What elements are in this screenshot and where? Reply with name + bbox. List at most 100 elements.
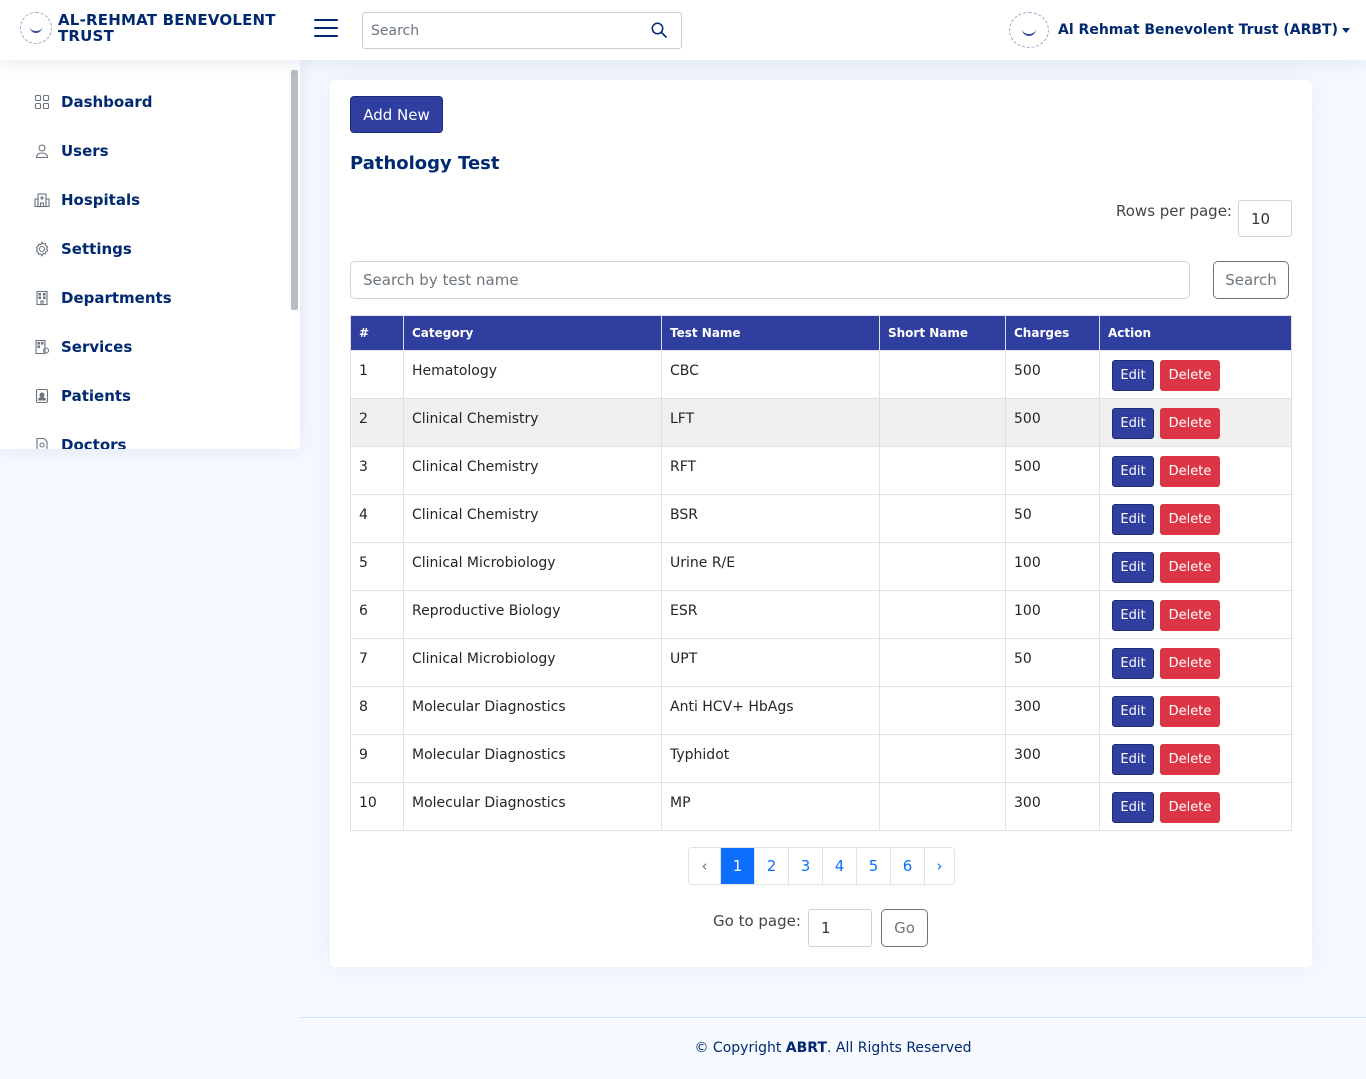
pagination-prev[interactable]: ‹: [689, 848, 720, 884]
edit-button[interactable]: Edit: [1112, 552, 1154, 583]
sidebar-item-hospitals[interactable]: Hospitals: [34, 191, 140, 209]
table-row: 10 Molecular Diagnostics MP 300 Edit Delete: [350, 782, 1292, 831]
pagination-page-6[interactable]: 6: [890, 848, 924, 884]
sidebar-item-doctors[interactable]: Doctors: [34, 436, 126, 449]
sidebar-item-services[interactable]: Services: [34, 338, 132, 356]
sidebar-scrollbar[interactable]: [291, 70, 298, 310]
cell-number: 4: [350, 494, 404, 543]
rows-per-page-label: Rows per page:: [1116, 202, 1232, 220]
cell-charges: 500: [1005, 350, 1100, 399]
cell-action: Edit Delete: [1099, 398, 1292, 447]
cell-number: 10: [350, 782, 404, 831]
cell-action: Edit Delete: [1099, 542, 1292, 591]
cell-action: Edit Delete: [1099, 638, 1292, 687]
pagination-next[interactable]: ›: [924, 848, 954, 884]
cell-short-name: [879, 350, 1006, 399]
edit-button[interactable]: Edit: [1112, 744, 1154, 775]
cell-category: Molecular Diagnostics: [403, 782, 662, 831]
cell-category: Molecular Diagnostics: [403, 686, 662, 735]
edit-button[interactable]: Edit: [1112, 600, 1154, 631]
cell-action: Edit Delete: [1099, 494, 1292, 543]
edit-button[interactable]: Edit: [1112, 696, 1154, 727]
cell-short-name: [879, 542, 1006, 591]
delete-button[interactable]: Delete: [1160, 648, 1220, 679]
delete-button[interactable]: Delete: [1160, 408, 1220, 439]
sidebar-item-users[interactable]: Users: [34, 142, 109, 160]
cell-charges: 50: [1005, 494, 1100, 543]
header-search: [362, 12, 682, 49]
sidebar-toggle-icon[interactable]: [314, 19, 338, 41]
edit-button[interactable]: Edit: [1112, 504, 1154, 535]
add-new-button[interactable]: Add New: [350, 96, 443, 133]
search-icon[interactable]: [651, 22, 667, 38]
pagination-page-5[interactable]: 5: [856, 848, 890, 884]
go-button[interactable]: Go: [881, 909, 928, 947]
footer: © Copyright ABRT. All Rights Reserved: [300, 1040, 1366, 1056]
column-header-short-name: Short Name: [879, 315, 1006, 351]
delete-button[interactable]: Delete: [1160, 456, 1220, 487]
hospital-icon: [34, 193, 50, 208]
search-button[interactable]: Search: [1213, 261, 1289, 299]
cell-category: Clinical Microbiology: [403, 542, 662, 591]
cell-short-name: [879, 398, 1006, 447]
cell-short-name: [879, 590, 1006, 639]
cell-test-name: CBC: [661, 350, 880, 399]
sidebar-item-settings[interactable]: Settings: [34, 240, 132, 258]
delete-button[interactable]: Delete: [1160, 600, 1220, 631]
cell-number: 5: [350, 542, 404, 591]
pagination-page-2[interactable]: 2: [754, 848, 788, 884]
cell-test-name: Typhidot: [661, 734, 880, 783]
table-row: 1 Hematology CBC 500 Edit Delete: [350, 350, 1292, 399]
sidebar-item-label: Departments: [61, 289, 172, 307]
cell-category: Clinical Microbiology: [403, 638, 662, 687]
test-search-input[interactable]: [350, 261, 1190, 299]
sidebar-item-label: Dashboard: [61, 93, 153, 111]
profile-name: Al Rehmat Benevolent Trust (ARBT): [1058, 22, 1338, 38]
delete-button[interactable]: Delete: [1160, 792, 1220, 823]
sidebar-item-departments[interactable]: Departments: [34, 289, 172, 307]
edit-button[interactable]: Edit: [1112, 408, 1154, 439]
cell-test-name: RFT: [661, 446, 880, 495]
delete-button[interactable]: Delete: [1160, 360, 1220, 391]
goto-page-label: Go to page:: [713, 912, 801, 930]
cell-test-name: Anti HCV+ HbAgs: [661, 686, 880, 735]
profile-dropdown[interactable]: Al Rehmat Benevolent Trust (ARBT): [1009, 12, 1350, 48]
cell-charges: 100: [1005, 542, 1100, 591]
sidebar-item-patients[interactable]: Patients: [34, 387, 131, 405]
rows-per-page-input[interactable]: [1238, 200, 1292, 237]
top-header: AL-REHMAT BENEVOLENT TRUST Al Rehmat Ben…: [0, 0, 1366, 60]
header-search-input[interactable]: [363, 13, 633, 48]
pagination-page-3[interactable]: 3: [788, 848, 822, 884]
cell-action: Edit Delete: [1099, 686, 1292, 735]
edit-button[interactable]: Edit: [1112, 456, 1154, 487]
logo[interactable]: AL-REHMAT BENEVOLENT TRUST: [20, 12, 278, 44]
column-header-category: Category: [403, 315, 662, 351]
edit-button[interactable]: Edit: [1112, 792, 1154, 823]
delete-button[interactable]: Delete: [1160, 744, 1220, 775]
cell-number: 9: [350, 734, 404, 783]
footer-prefix: © Copyright: [694, 1040, 786, 1056]
cell-short-name: [879, 734, 1006, 783]
cell-category: Reproductive Biology: [403, 590, 662, 639]
pagination-page-1[interactable]: 1: [720, 848, 754, 884]
delete-button[interactable]: Delete: [1160, 552, 1220, 583]
cell-charges: 500: [1005, 446, 1100, 495]
cell-category: Molecular Diagnostics: [403, 734, 662, 783]
sidebar-item-dashboard[interactable]: Dashboard: [34, 93, 152, 111]
goto-page-input[interactable]: [808, 909, 872, 947]
edit-button[interactable]: Edit: [1112, 360, 1154, 391]
profile-avatar: [1009, 12, 1050, 48]
sidebar-item-label: Settings: [61, 240, 132, 258]
building-gear-icon: [35, 339, 50, 355]
cell-charges: 300: [1005, 686, 1100, 735]
cell-action: Edit Delete: [1099, 590, 1292, 639]
table-row: 4 Clinical Chemistry BSR 50 Edit Delete: [350, 494, 1292, 543]
delete-button[interactable]: Delete: [1160, 696, 1220, 727]
edit-button[interactable]: Edit: [1112, 648, 1154, 679]
cell-action: Edit Delete: [1099, 446, 1292, 495]
pagination-page-4[interactable]: 4: [822, 848, 856, 884]
delete-button[interactable]: Delete: [1160, 504, 1220, 535]
sidebar-item-label: Services: [61, 338, 133, 356]
cell-short-name: [879, 686, 1006, 735]
cell-number: 1: [350, 350, 404, 399]
